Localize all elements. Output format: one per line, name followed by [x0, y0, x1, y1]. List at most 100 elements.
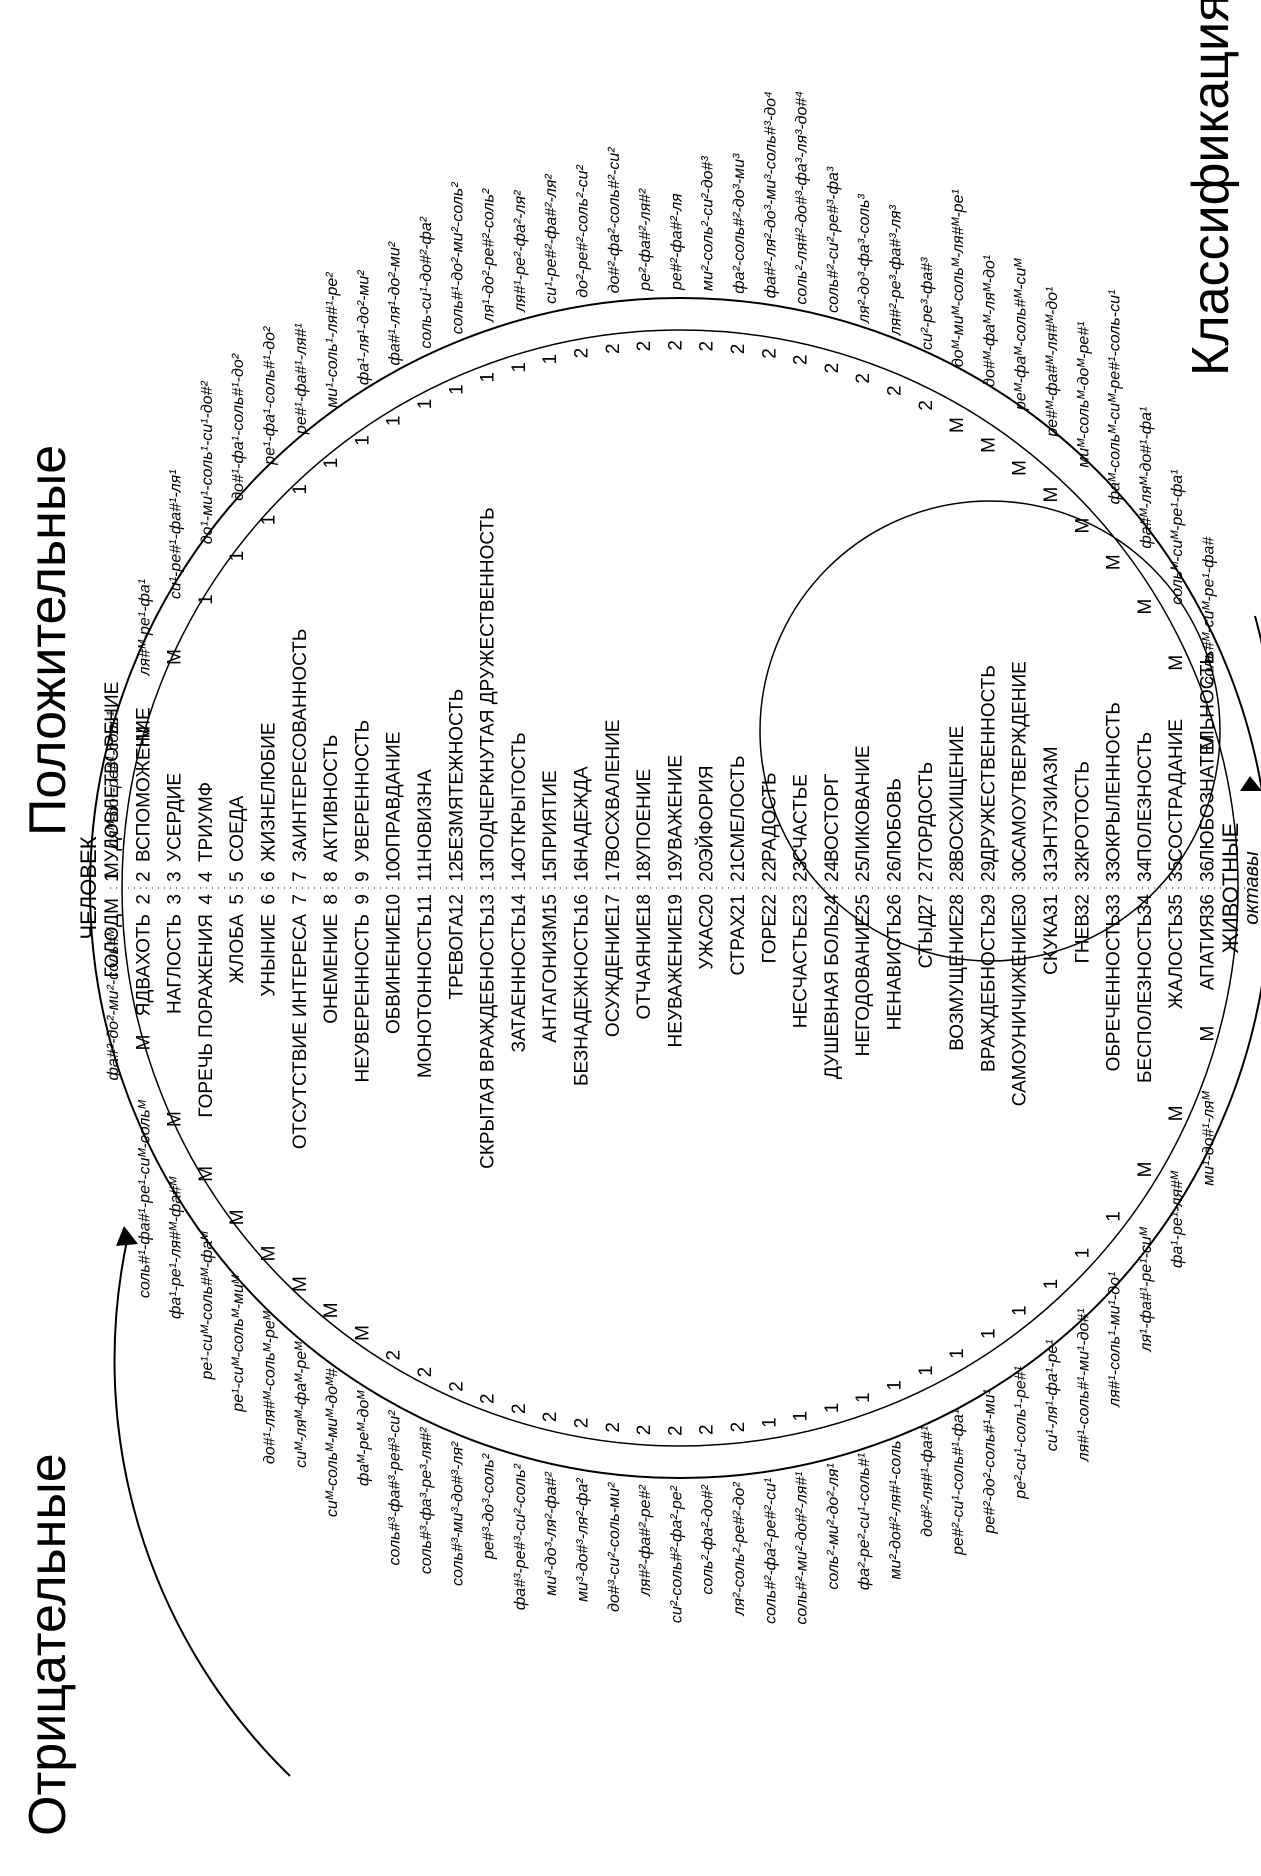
emotion-name: ВОЗМУЩЕНИЕ — [947, 914, 968, 1051]
human-label: ЧЕЛОВЕК — [76, 836, 101, 939]
emotion-name: СЧАСТЬЕ — [791, 774, 812, 862]
emotion-notes: ля¹-до²-ре#²-соль² — [481, 188, 498, 323]
emotion-notes: ля#ᴹ-ре¹-фа¹ — [136, 579, 153, 677]
emotion-level: 1 — [259, 515, 280, 526]
emotion-number: 33 — [1104, 894, 1125, 915]
emotion-name: ТРИУМФ — [196, 782, 217, 862]
emotion-number: 22 — [759, 894, 780, 915]
emotion-name: БЕСПОЛЕЗНОСТЬ — [1135, 914, 1156, 1083]
emotion-name: СМЕЛОСТЬ — [728, 756, 749, 862]
emotion-level: 1 — [947, 1348, 968, 1359]
emotion-name: ЗАТАЕННОСТЬ — [509, 914, 530, 1052]
emotion-number: 34 — [1135, 860, 1156, 882]
emotion-name: ЗАИНТЕРЕСОВАННОСТЬ — [290, 629, 311, 862]
emotion-level: 1 — [509, 362, 530, 373]
emotion-notes: фа#²-до²-ми²-соль#ᴹ — [105, 927, 122, 1081]
emotion-level: 2 — [853, 373, 874, 384]
emotion-notes: фаᴹ-сольᴹ-сиᴹ-ре#¹-соль-си¹ — [1107, 290, 1124, 505]
emotion-notes: соль#¹-фа#¹-ре¹-сиᴹ-сольᴹ — [136, 1099, 153, 1298]
emotion-number: 14 — [509, 860, 530, 882]
emotion-notes: доᴹ-миᴹ-сольᴹ-ля#ᴹ-ре¹ — [950, 189, 967, 367]
animals-label: ЖИВОТНЫЕ — [1218, 823, 1243, 954]
emotion-name: УЖАС — [697, 914, 718, 970]
emotion-number: 19 — [665, 894, 686, 915]
emotion-level: 2 — [822, 363, 843, 374]
emotion-level: 2 — [634, 341, 655, 352]
emotion-level: М — [133, 1035, 154, 1051]
emotion-notes: ре#¹-фа#¹-ля#¹ — [293, 323, 310, 435]
emotion-level: 2 — [572, 348, 593, 359]
emotion-level: М — [1072, 518, 1093, 534]
emotion-name: АПАТИЯ — [1198, 914, 1219, 990]
emotion-number: 26 — [885, 894, 906, 915]
emotion-level: 1 — [478, 372, 499, 383]
emotion-name: ПОЛЕЗНОСТЬ — [1135, 732, 1156, 862]
emotion-level: 1 — [290, 484, 311, 495]
emotion-name: ЖЛОБА — [227, 914, 248, 984]
emotion-number: 33 — [1104, 861, 1125, 882]
emotion-level: 1 — [1104, 1211, 1125, 1222]
emotion-notes: ми²-до#²-ля#¹-соль — [888, 1441, 905, 1580]
emotion-notes: фа²-соль#²-до³-ми³ — [731, 153, 748, 294]
emotion-number: 7 — [290, 894, 311, 905]
emotion-number: 35 — [1166, 894, 1187, 915]
emotion-number: 28 — [947, 861, 968, 882]
emotion-number: 35 — [1166, 861, 1187, 882]
emotion-name: САМОУТВЕРЖДЕНИЕ — [1010, 661, 1031, 862]
emotion-name: КРОТОСТЬ — [1072, 761, 1093, 862]
emotion-number: 15 — [540, 894, 561, 915]
emotion-name: УСЕРДИЕ — [165, 773, 186, 862]
emotion-name: ЭНТУЗИАЗМ — [1041, 746, 1062, 862]
emotion-number: 11 — [415, 862, 436, 882]
emotion-notes: фа#¹-ля¹-до²-ми² — [387, 241, 404, 365]
emotion-notes: соль²-ля#²-до#³-фа³-ля³-до#⁴ — [794, 91, 811, 305]
emotion-number: 6 — [259, 894, 280, 905]
emotion-level: М — [1198, 1026, 1219, 1042]
emotion-notes: до#¹-фа¹-соль#¹-до² — [230, 353, 247, 501]
emotion-name: ДРУЖЕСТВЕННОСТЬ — [978, 665, 999, 862]
emotion-notes: ре²-фа#²-ля#² — [637, 188, 654, 292]
emotion-name: ОБВИНЕНИЕ — [384, 914, 405, 1034]
emotion-level: 2 — [665, 1425, 686, 1436]
arrow-head-bottom — [1240, 776, 1261, 791]
emotion-number: 20 — [697, 861, 718, 882]
emotion-name: АНТАГОНИЗМ — [540, 914, 561, 1043]
emotion-level: 1 — [791, 1411, 812, 1422]
emotion-level: М — [259, 1245, 280, 1261]
emotion-number: 15 — [540, 861, 561, 882]
emotion-name: УНЫНИЕ — [259, 914, 280, 997]
emotion-notes: до#ᴹ-фаᴹ-ляᴹ-до¹ — [981, 255, 998, 387]
emotion-level: 1 — [916, 1365, 937, 1376]
emotion-name: СОЕДА — [227, 795, 248, 862]
emotion-name: СТРАХ — [728, 914, 749, 976]
emotion-number: 31 — [1041, 894, 1062, 915]
emotion-number: 5 — [227, 894, 248, 905]
emotion-name: НЕУВЕРЕННОСТЬ — [352, 914, 373, 1083]
emotion-name: СТЫД — [916, 914, 937, 969]
emotion-number: 9 — [352, 894, 373, 905]
emotion-number: 28 — [947, 894, 968, 915]
emotion-notes: ре#²-фа#²-ля — [668, 193, 685, 291]
emotion-notes: соль²-ми²-до²-ля¹ — [825, 1463, 842, 1589]
emotion-number: 14 — [509, 894, 530, 916]
emotion-number: 9 — [352, 871, 373, 882]
emotion-number: 25 — [853, 861, 874, 882]
emotion-name: НЕСЧАСТЬЕ — [791, 914, 812, 1028]
emotion-level: М — [1135, 599, 1156, 615]
emotion-level: М — [1104, 554, 1125, 570]
emotion-name: УВАЖЕНИЕ — [665, 755, 686, 862]
emotion-name: ЛЮБОЗНАТЕЛЬНОСТЬ — [1198, 652, 1219, 862]
emotion-name: ОСУЖДЕНИЕ — [603, 914, 624, 1037]
emotion-name: ВСПОМОЖЕНИЕ — [133, 707, 154, 862]
emotion-name: ВРАЖДЕБНОСТЬ — [978, 914, 999, 1072]
emotion-number: 30 — [1010, 894, 1031, 915]
emotion-level: 1 — [352, 435, 373, 446]
emotion-number: 16 — [572, 861, 593, 882]
emotion-level: М — [165, 1111, 186, 1127]
emotion-name: ГОРДОСТЬ — [916, 762, 937, 862]
emotion-number: 7 — [290, 871, 311, 882]
emotion-name: НЕНАВИСТЬ — [885, 914, 906, 1030]
emotion-number: 12 — [446, 861, 467, 882]
